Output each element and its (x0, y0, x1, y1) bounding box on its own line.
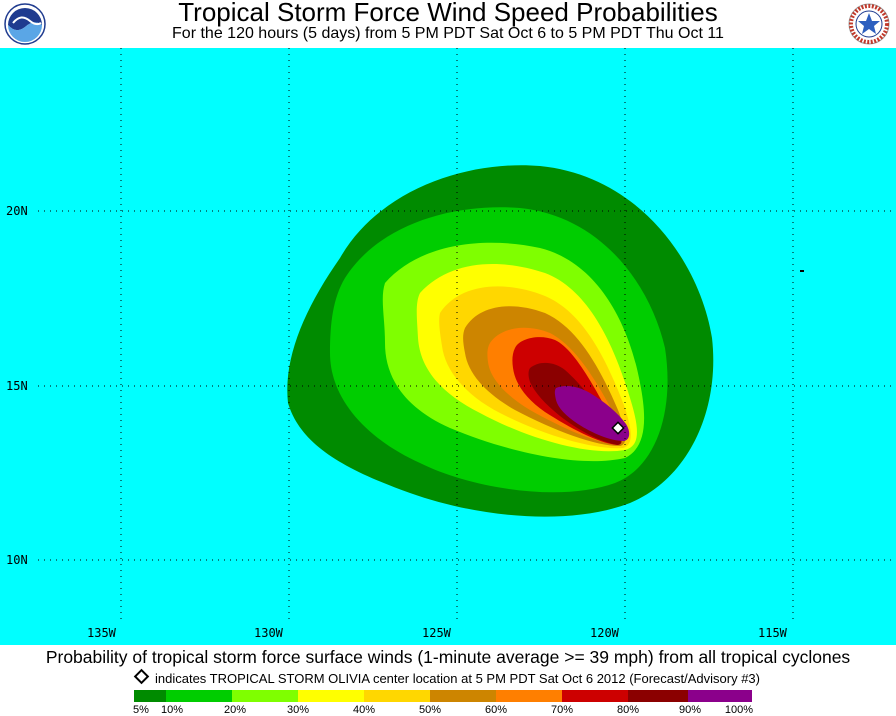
legend-label-40: 40% (352, 704, 376, 716)
legend-swatch-40-50 (364, 690, 430, 702)
legend-swatch-70-80 (562, 690, 628, 702)
legend-label-20: 20% (223, 704, 247, 716)
map-caption: Probability of tropical storm force surf… (45, 647, 851, 667)
legend-label-60: 60% (484, 704, 508, 716)
legend-label-30: 30% (286, 704, 310, 716)
lat-label-10n: 10N (6, 553, 28, 567)
chart-title: Tropical Storm Force Wind Speed Probabil… (178, 0, 718, 27)
legend-swatch-80-90 (628, 690, 688, 702)
footer: Probability of tropical storm force surf… (0, 645, 896, 716)
legend-label-10: 10% (160, 704, 184, 716)
lon-label-135w: 135W (87, 626, 116, 640)
legend-swatch-30-40 (298, 690, 364, 702)
legend-swatch-60-70 (496, 690, 562, 702)
legend-label-50: 50% (418, 704, 442, 716)
legend-swatch-10-20 (166, 690, 232, 702)
noaa-logo (4, 3, 46, 45)
lat-label-20n: 20N (6, 204, 28, 218)
lon-label-130w: 130W (254, 626, 283, 640)
lon-label-120w: 120W (590, 626, 619, 640)
legend-label-100: 100% (724, 704, 754, 716)
storm-location-text: indicates TROPICAL STORM OLIVIA center l… (155, 671, 760, 686)
legend-label-80: 80% (616, 704, 640, 716)
diamond-icon (133, 668, 150, 685)
lat-label-15n: 15N (6, 379, 28, 393)
legend-label-5: 5% (133, 704, 149, 716)
legend-swatch-20-30 (232, 690, 298, 702)
header: Tropical Storm Force Wind Speed Probabil… (0, 0, 896, 48)
legend-label-70: 70% (550, 704, 574, 716)
legend-swatch-5-10 (134, 690, 166, 702)
storm-center-marker (611, 421, 625, 435)
lon-label-125w: 125W (422, 626, 451, 640)
legend-swatch-50-60 (430, 690, 496, 702)
chart-subtitle: For the 120 hours (5 days) from 5 PM PDT… (172, 25, 724, 42)
legend-label-90: 90% (678, 704, 702, 716)
graticule (38, 48, 896, 623)
national-weather-service-logo (848, 3, 890, 45)
probability-map (0, 48, 896, 645)
lon-label-115w: 115W (758, 626, 787, 640)
storm-location-note: indicates TROPICAL STORM OLIVIA center l… (0, 668, 896, 686)
contour-90-100-percent (554, 385, 630, 441)
legend-swatch-90-100 (688, 690, 752, 702)
